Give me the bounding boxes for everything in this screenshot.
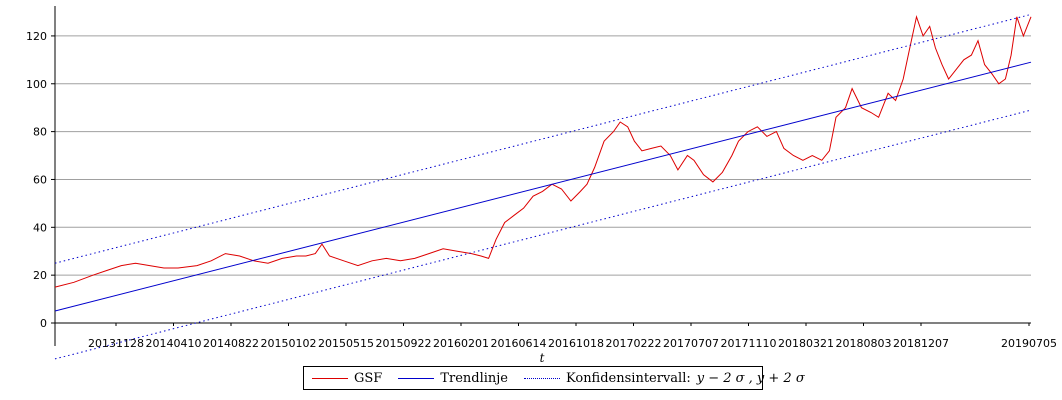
grid-lines [55, 35, 1031, 276]
series-line-gsf [54, 14, 1032, 288]
x-tick-label-20140410: 20140410 [146, 337, 202, 350]
y-tick-label-80: 80 [33, 126, 47, 139]
x-tick-label-20190705: 20190705 [1001, 337, 1057, 350]
x-tick-label-20181207: 20181207 [893, 337, 949, 350]
x-tick-label-20131128: 20131128 [88, 337, 144, 350]
axes [51, 6, 1031, 346]
y-tick-label-20: 20 [33, 269, 47, 282]
legend-formula-conf: y − 2 σ , y + 2 σ [696, 370, 805, 386]
x-tick-label-20160201: 20160201 [433, 337, 489, 350]
x-tick-label-20150102: 20150102 [261, 337, 317, 350]
legend-label-gsf: GSF [354, 370, 383, 386]
series-line-conf-lower [54, 109, 1032, 360]
legend-item-trend: Trendlinje [398, 371, 508, 386]
legend-swatch-conf [524, 377, 560, 379]
x-tick-label-20160614: 20160614 [491, 337, 547, 350]
y-tick-label-60: 60 [33, 173, 47, 186]
legend-swatch-trend [398, 377, 435, 379]
y-tick-label-0: 0 [40, 317, 47, 330]
x-tick-label-20180321: 20180321 [778, 337, 834, 350]
legend-swatch-gsf [312, 377, 348, 379]
series-lines [54, 13, 1032, 360]
x-tick-label-20161018: 20161018 [548, 337, 604, 350]
x-tick-label-20150922: 20150922 [376, 337, 432, 350]
x-axis-label: t [540, 351, 545, 365]
legend-item-conf: Konfidensintervall: y − 2 σ , y + 2 σ [524, 371, 805, 386]
legend-item-gsf: GSF [312, 371, 382, 386]
series-line-trendlinje [54, 61, 1032, 312]
legend-label-trend: Trendlinje [440, 370, 508, 386]
y-tick-label-40: 40 [33, 221, 47, 234]
y-tick-label-100: 100 [26, 78, 47, 91]
legend-label-conf: Konfidensintervall: [566, 370, 691, 386]
x-tick-label-20150515: 20150515 [318, 337, 374, 350]
x-tick-label-20170707: 20170707 [663, 337, 719, 350]
x-tick-label-20180803: 20180803 [836, 337, 892, 350]
series-line-konfidensintervall [54, 13, 1032, 264]
legend: GSF Trendlinje Konfidensintervall: y − 2… [303, 366, 805, 390]
x-tick-label-20170222: 20170222 [606, 337, 662, 350]
x-tick-label-20140822: 20140822 [203, 337, 259, 350]
x-tick-label-20171110: 20171110 [721, 337, 777, 350]
y-tick-label-120: 120 [26, 30, 47, 43]
